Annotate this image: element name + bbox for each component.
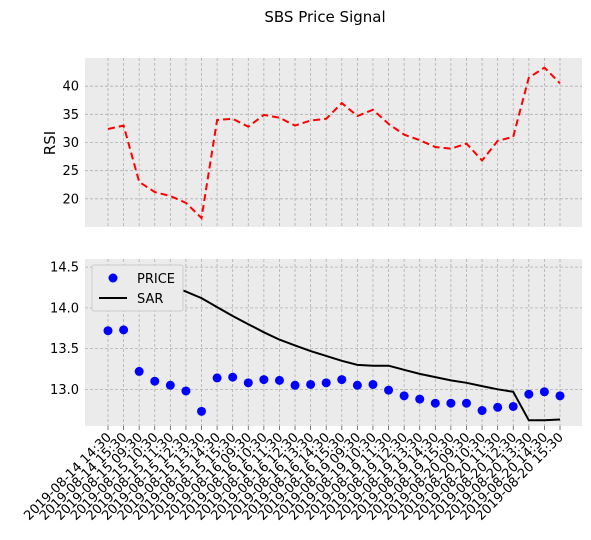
price-point xyxy=(197,406,207,416)
price-point xyxy=(508,401,518,411)
price-point xyxy=(274,375,284,385)
price-point xyxy=(430,398,440,408)
legend-price-marker xyxy=(108,273,118,283)
rsi-y-tick-label: 40 xyxy=(62,80,79,95)
price-y-tick-label: 14.0 xyxy=(50,301,79,316)
price-point xyxy=(461,398,471,408)
rsi-y-tick-label: 30 xyxy=(62,136,79,151)
price-point xyxy=(134,366,144,376)
price-point xyxy=(384,385,394,395)
price-point xyxy=(119,325,129,335)
price-point xyxy=(477,406,487,416)
rsi-y-tick-label: 35 xyxy=(62,108,79,123)
rsi-y-axis-label: RSI xyxy=(41,131,59,155)
price-point xyxy=(539,387,549,397)
price-point xyxy=(290,380,300,390)
price-y-ticks: 13.0 13.5 14.0 14.5 xyxy=(50,261,79,398)
price-point xyxy=(150,376,160,386)
price-point xyxy=(352,380,362,390)
price-y-tick-label: 13.5 xyxy=(50,342,79,357)
price-point xyxy=(337,375,347,385)
price-point xyxy=(321,378,331,388)
chart-title: SBS Price Signal xyxy=(264,8,385,26)
price-point xyxy=(446,398,456,408)
price-point xyxy=(181,386,191,396)
legend-sar-label: SAR xyxy=(137,292,163,307)
rsi-gridlines xyxy=(85,58,582,227)
price-point xyxy=(165,380,175,390)
price-point xyxy=(399,391,409,401)
rsi-y-tick-label: 25 xyxy=(62,164,79,179)
price-y-tick-label: 14.5 xyxy=(50,261,79,276)
price-point xyxy=(228,372,238,382)
rsi-y-ticks: 20 25 30 35 40 xyxy=(62,80,79,208)
price-point xyxy=(212,373,222,383)
rsi-y-tick-label: 20 xyxy=(62,192,79,207)
legend: PRICE SAR xyxy=(91,264,184,312)
price-point xyxy=(493,402,503,412)
price-series xyxy=(103,267,565,422)
price-point xyxy=(243,378,253,388)
price-point xyxy=(368,379,378,389)
price-point xyxy=(259,375,269,385)
price-point xyxy=(103,326,113,336)
price-point xyxy=(415,394,425,404)
price-point xyxy=(555,391,565,401)
price-point xyxy=(524,389,534,399)
legend-price-label: PRICE xyxy=(137,272,175,287)
price-y-tick-label: 13.0 xyxy=(50,383,79,398)
price-point xyxy=(306,379,316,389)
rsi-series-line-0 xyxy=(107,66,561,221)
rsi-series xyxy=(107,66,561,221)
